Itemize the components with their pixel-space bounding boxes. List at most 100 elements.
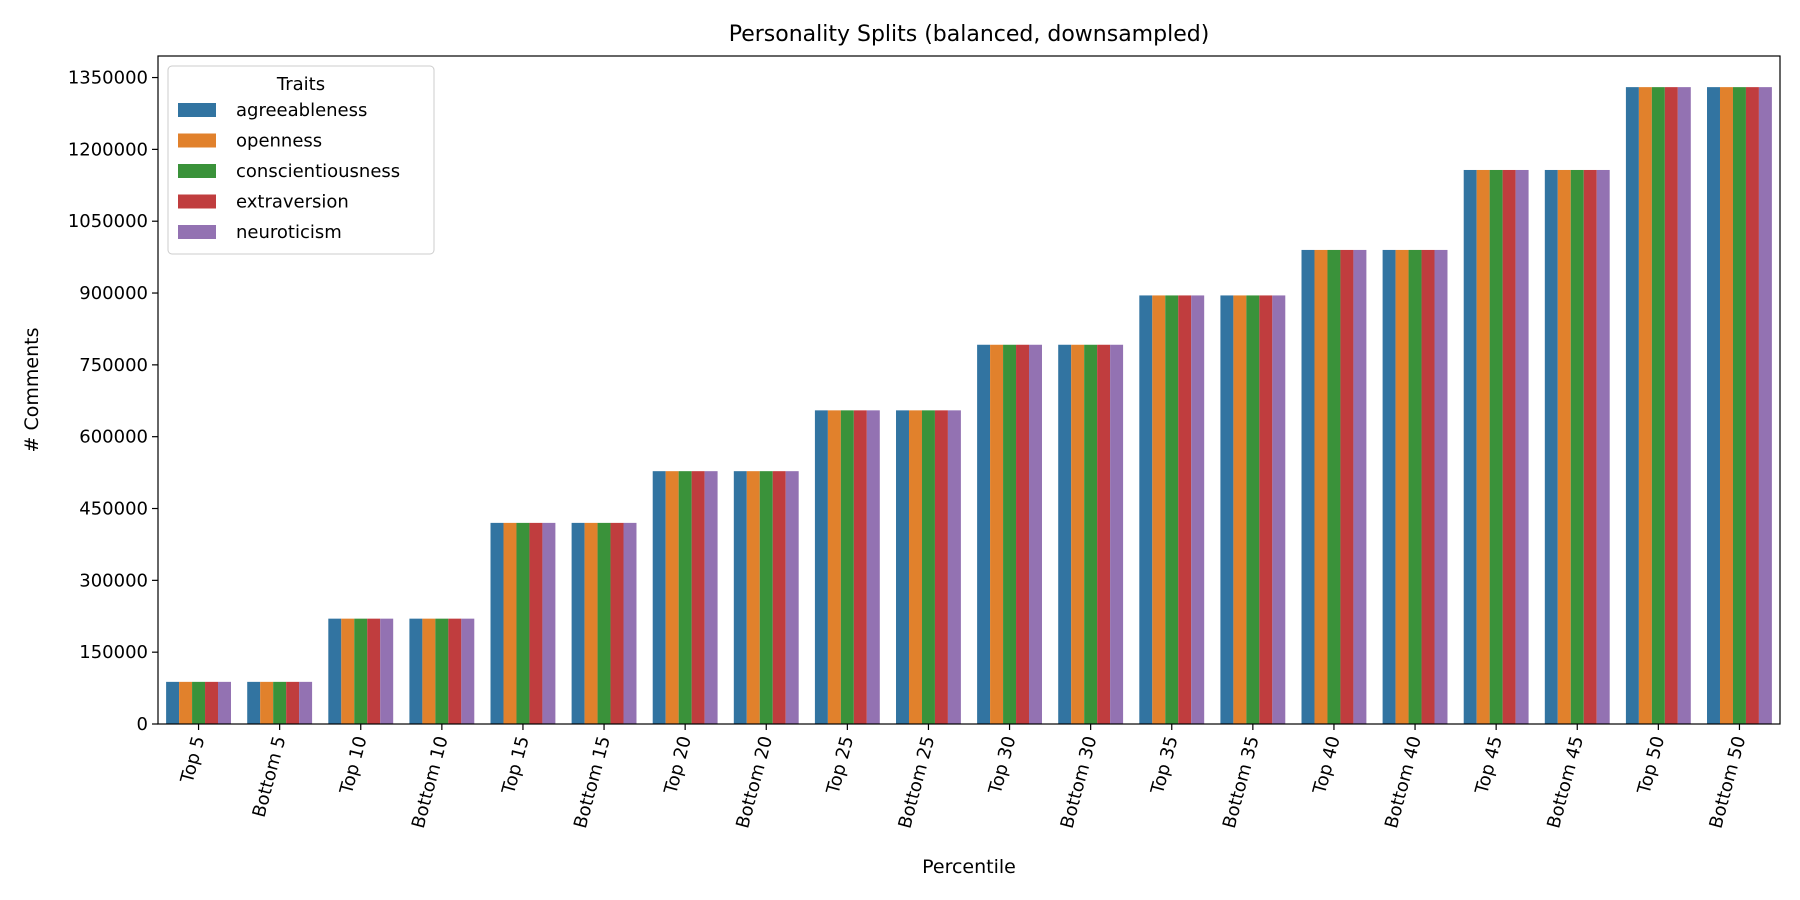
x-tick-label: Bottom 50 (1705, 734, 1750, 831)
x-tick-label: Bottom 5 (249, 734, 291, 820)
bar-extraversion-top-25 (853, 410, 867, 724)
x-tick-label: Top 45 (1471, 734, 1507, 797)
bar-conscientiousness-bottom-50 (1732, 87, 1746, 724)
bar-extraversion-bottom-40 (1421, 249, 1435, 724)
bar-neuroticism-bottom-15 (623, 522, 637, 724)
bar-agreeableness-bottom-10 (409, 618, 423, 724)
bar-extraversion-bottom-20 (772, 471, 786, 724)
bar-extraversion-bottom-30 (1097, 344, 1111, 724)
bar-neuroticism-bottom-50 (1758, 87, 1772, 724)
bar-agreeableness-top-50 (1625, 87, 1639, 724)
legend: Traits agreeableness openness conscientiou… (167, 65, 435, 255)
bar-conscientiousness-top-40 (1327, 249, 1341, 724)
y-tick-label: 300000 (79, 570, 148, 591)
bar-openness-bottom-40 (1395, 249, 1409, 724)
bar-neuroticism-bottom-10 (461, 618, 475, 724)
legend-label-openness: openness (236, 131, 322, 152)
x-tick-label: Bottom 10 (408, 734, 453, 831)
bar-neuroticism-top-35 (1191, 295, 1205, 724)
y-tick-label: 1200000 (68, 139, 148, 160)
bar-extraversion-top-45 (1502, 169, 1516, 725)
bar-conscientiousness-bottom-15 (597, 522, 611, 724)
bar-openness-top-50 (1638, 87, 1652, 724)
plot-frame (157, 55, 1781, 725)
bar-agreeableness-top-15 (490, 522, 504, 724)
bar-openness-top-30 (990, 344, 1004, 724)
bar-agreeableness-top-25 (814, 410, 828, 724)
bar-openness-bottom-15 (584, 522, 598, 724)
bar-conscientiousness-bottom-10 (435, 618, 449, 724)
x-tick-label: Bottom 30 (1057, 734, 1102, 831)
bar-agreeableness-bottom-30 (1058, 344, 1072, 724)
legend-items: agreeableness openness conscientiousness ex… (178, 100, 400, 243)
bar-extraversion-top-10 (367, 618, 381, 724)
bar-neuroticism-bottom-45 (1596, 169, 1610, 725)
bar-neuroticism-top-15 (542, 522, 556, 724)
bar-neuroticism-top-5 (218, 681, 231, 724)
legend-label-conscientiousness: conscientiousness (236, 161, 400, 182)
legend-swatch-openness (178, 133, 216, 148)
bar-conscientiousness-top-20 (678, 471, 692, 724)
x-axis: Top 5 Bottom 5 Top 10 Bottom 10 Top 15 Bottom… (177, 724, 1750, 831)
bar-extraversion-bottom-45 (1583, 169, 1597, 725)
plot-area (166, 87, 1772, 725)
bar-conscientiousness-top-25 (840, 410, 854, 724)
legend-title: Traits (276, 74, 325, 95)
bar-agreeableness-bottom-35 (1220, 295, 1234, 724)
bar-neuroticism-top-40 (1353, 249, 1367, 724)
bar-agreeableness-top-10 (328, 618, 342, 724)
bar-openness-bottom-45 (1557, 169, 1571, 725)
bar-agreeableness-top-40 (1301, 249, 1315, 724)
x-tick-label: Top 10 (336, 734, 372, 797)
y-axis: 0 150000 300000 450000 600000 750000 900000 105… (68, 68, 158, 735)
legend-swatch-agreeableness (178, 103, 216, 117)
legend-box (167, 65, 435, 255)
x-tick-label: Top 50 (1633, 734, 1669, 797)
bar-extraversion-top-5 (205, 681, 219, 724)
bar-agreeableness-bottom-5 (247, 681, 261, 724)
y-tick-label: 1350000 (68, 68, 148, 89)
bar-agreeableness-top-20 (652, 471, 666, 724)
bar-openness-bottom-10 (422, 618, 436, 724)
bar-agreeableness-bottom-15 (571, 522, 585, 724)
bar-conscientiousness-bottom-5 (273, 681, 287, 724)
x-axis-label: Percentile (922, 856, 1016, 878)
bar-extraversion-bottom-10 (448, 618, 462, 724)
y-tick-label: 750000 (79, 355, 148, 376)
bar-extraversion-bottom-5 (286, 681, 300, 724)
x-tick-label: Bottom 25 (894, 734, 939, 831)
bar-agreeableness-bottom-20 (733, 471, 747, 724)
bar-extraversion-bottom-25 (934, 410, 948, 724)
bar-neuroticism-bottom-5 (299, 681, 313, 724)
bar-extraversion-top-50 (1664, 87, 1678, 724)
x-tick-label: Top 40 (1309, 734, 1345, 797)
x-tick-label: Top 25 (822, 734, 858, 797)
x-tick-label: Bottom 20 (732, 734, 777, 831)
bar-conscientiousness-bottom-30 (1084, 344, 1098, 724)
bar-extraversion-bottom-50 (1745, 87, 1759, 724)
bar-conscientiousness-top-30 (1003, 344, 1017, 724)
bar-openness-top-35 (1152, 295, 1166, 724)
legend-swatch-conscientiousness (178, 164, 216, 178)
bar-extraversion-top-35 (1178, 295, 1192, 724)
bar-conscientiousness-bottom-45 (1570, 169, 1584, 725)
bar-extraversion-top-20 (691, 471, 705, 724)
bar-conscientiousness-bottom-40 (1408, 249, 1422, 724)
x-tick-label: Top 20 (660, 734, 696, 797)
y-tick-label: 900000 (79, 283, 148, 304)
bar-conscientiousness-top-5 (192, 681, 206, 724)
bar-conscientiousness-top-45 (1489, 169, 1503, 725)
bar-conscientiousness-bottom-25 (921, 410, 935, 724)
bar-neuroticism-top-45 (1515, 169, 1529, 725)
x-tick-label: Bottom 15 (570, 734, 615, 831)
x-tick-label: Bottom 35 (1219, 734, 1264, 831)
bar-neuroticism-top-50 (1677, 87, 1691, 724)
bar-conscientiousness-top-10 (354, 618, 368, 724)
bar-neuroticism-bottom-35 (1272, 295, 1286, 724)
bar-openness-top-20 (665, 471, 679, 724)
bar-extraversion-top-40 (1340, 249, 1354, 724)
bar-openness-bottom-25 (908, 410, 922, 724)
y-tick-label: 600000 (79, 427, 148, 448)
bar-openness-bottom-5 (260, 681, 274, 724)
